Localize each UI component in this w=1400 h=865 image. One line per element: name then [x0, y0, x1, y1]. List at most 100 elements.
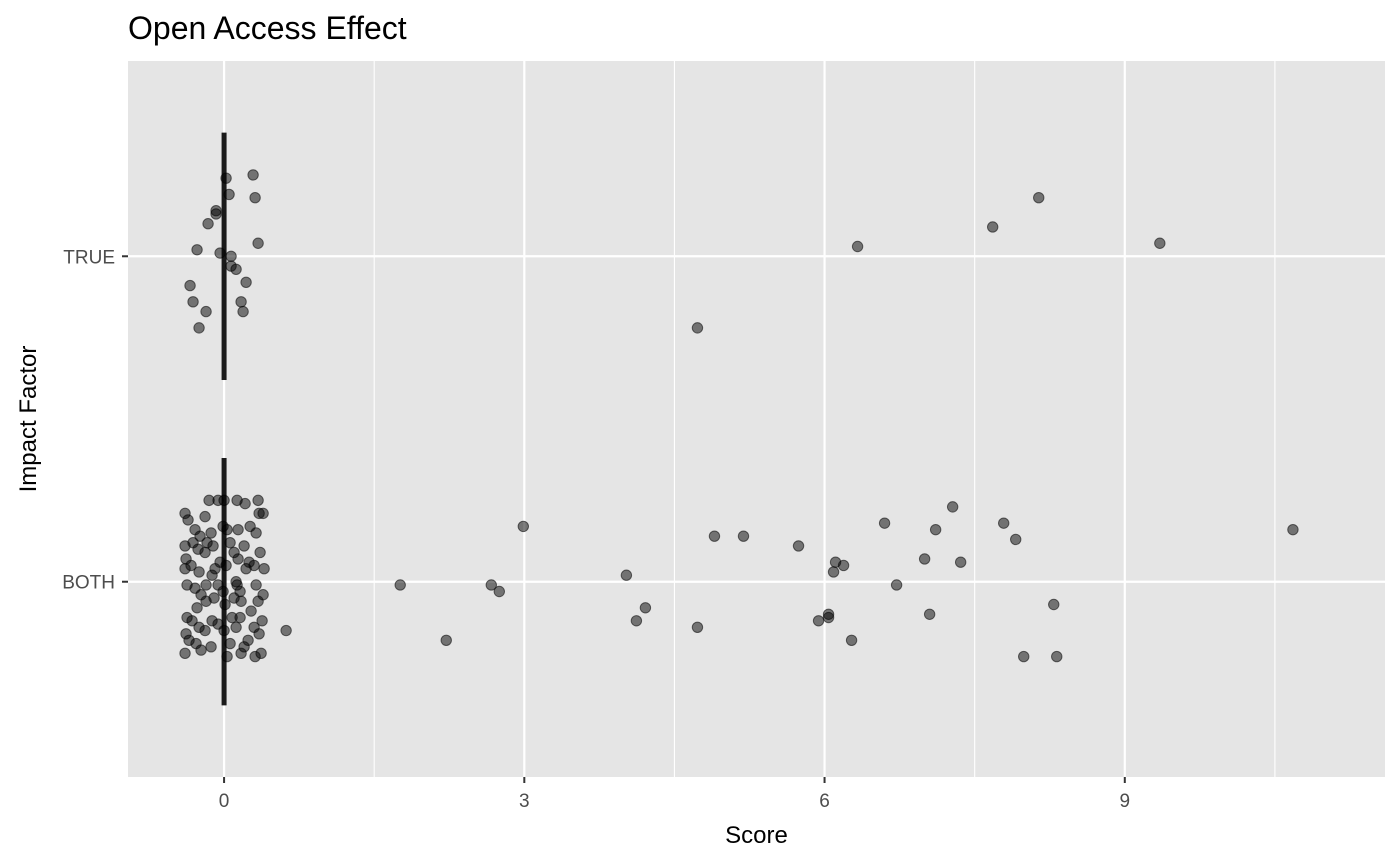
y-tick-label: TRUE [63, 247, 115, 268]
point-both [997, 517, 1010, 529]
y-axis-title: Impact Factor [15, 346, 42, 493]
point-both [191, 602, 203, 614]
point-both [737, 530, 750, 542]
data-points [179, 169, 1299, 663]
point-both [923, 608, 936, 620]
point-true [187, 296, 199, 308]
point-both [182, 514, 194, 526]
point-true [1033, 191, 1045, 204]
point-both [207, 540, 219, 552]
axes: 0 3 6 9 BOTH TRUE [62, 247, 1130, 812]
point-both [485, 579, 497, 591]
point-both [890, 579, 903, 591]
point-both [218, 624, 230, 637]
point-both [394, 579, 406, 591]
point-both [206, 569, 218, 581]
point-both [708, 530, 721, 542]
point-both [1048, 598, 1060, 611]
point-true [237, 305, 249, 318]
point-true [851, 240, 864, 253]
point-both [238, 540, 250, 552]
point-both [691, 621, 704, 633]
point-true [184, 279, 196, 292]
point-both [946, 501, 959, 513]
point-both [245, 605, 257, 617]
point-both [250, 527, 262, 539]
point-both [224, 637, 236, 650]
point-both [812, 615, 825, 627]
plot-panel [128, 61, 1385, 777]
y-tick-label: BOTH [62, 573, 115, 594]
point-both [250, 579, 262, 591]
point-both [221, 523, 233, 536]
point-both [232, 523, 244, 536]
x-tick-label: 0 [219, 791, 230, 812]
point-true [691, 322, 704, 334]
point-both [253, 628, 265, 640]
point-true [225, 250, 237, 262]
point-both [232, 553, 244, 565]
point-both [186, 615, 198, 627]
point-both [199, 546, 211, 559]
point-both [239, 497, 251, 510]
point-both [234, 611, 246, 624]
point-both [280, 624, 292, 637]
point-true [249, 191, 261, 204]
point-both [620, 569, 633, 581]
point-both [199, 624, 211, 637]
point-both [200, 579, 212, 591]
x-axis-title: Score [725, 822, 788, 849]
point-true [1154, 237, 1166, 249]
point-both [200, 595, 212, 607]
point-both [256, 615, 268, 627]
point-both [235, 595, 247, 607]
point-both [954, 556, 967, 568]
point-both [493, 585, 505, 598]
point-both [235, 647, 247, 660]
point-both [249, 650, 261, 663]
point-both [217, 585, 229, 598]
point-both [792, 540, 805, 552]
point-both [1010, 533, 1022, 546]
point-both [845, 634, 858, 647]
point-true [986, 221, 999, 233]
point-both [205, 641, 217, 653]
point-both [1051, 650, 1063, 663]
point-both [219, 598, 231, 611]
point-both [517, 520, 530, 533]
point-both [258, 563, 270, 575]
point-both [254, 546, 266, 559]
point-both [918, 553, 931, 565]
point-both [827, 566, 840, 578]
point-true [191, 244, 203, 256]
point-both [639, 602, 652, 614]
point-both [837, 559, 850, 572]
point-both [224, 536, 236, 549]
point-true [193, 322, 205, 334]
x-tick-label: 6 [819, 791, 830, 812]
point-both [195, 644, 207, 656]
point-true [247, 169, 259, 181]
point-true [235, 296, 247, 308]
point-both [240, 563, 252, 575]
point-both [440, 634, 452, 647]
point-both [630, 615, 643, 627]
point-both [822, 611, 835, 624]
point-both [221, 650, 233, 663]
point-true [200, 305, 212, 318]
point-both [193, 566, 205, 578]
point-both [252, 595, 264, 607]
point-both [194, 530, 206, 542]
x-tick-label: 3 [519, 791, 530, 812]
point-true [252, 237, 264, 249]
point-both [218, 494, 230, 507]
point-true [240, 276, 252, 289]
point-true [202, 218, 214, 230]
point-both [878, 517, 891, 529]
point-both [179, 540, 191, 552]
point-both [220, 559, 232, 572]
x-tick-label: 9 [1120, 791, 1131, 812]
point-both [230, 621, 242, 633]
